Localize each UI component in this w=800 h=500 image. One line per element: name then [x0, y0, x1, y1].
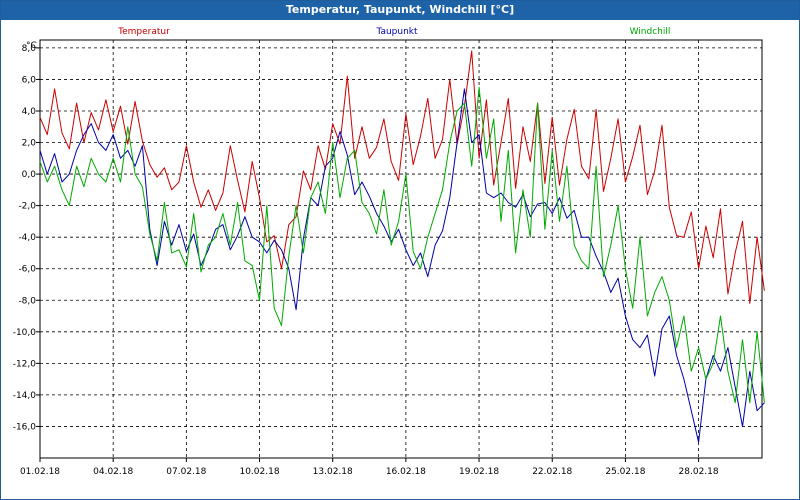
y-tick-label: -8,0 — [18, 296, 36, 306]
x-tick-label: 19.02.18 — [459, 467, 499, 477]
y-axis-ticks: 8,0 6,0 4,0 2,0 0,0 -2,0 -4,0 -6,0 -8,0 -10,0 -12,… — [13, 44, 40, 432]
y-tick-label: 8,0 — [22, 44, 37, 54]
x-tick-label: 07.02.18 — [166, 467, 206, 477]
x-tick-label: 28.02.18 — [679, 467, 719, 477]
y-tick-label: -16,0 — [13, 422, 37, 432]
x-tick-label: 16.02.18 — [386, 467, 426, 477]
series-line-taupunkt — [39, 88, 765, 443]
x-tick-label: 04.02.18 — [93, 467, 133, 477]
plot-area — [39, 39, 763, 459]
x-tick-label: 01.02.18 — [20, 467, 60, 477]
series-line-windchill — [39, 86, 765, 404]
legend-item-taupunkt: Taupunkt — [375, 27, 418, 37]
y-tick-label: -12,0 — [13, 359, 37, 369]
y-tick-label: 2,0 — [22, 139, 37, 149]
x-tick-label: 25.02.18 — [605, 467, 645, 477]
y-tick-label: 4,0 — [22, 107, 37, 117]
legend-item-temperatur: Temperatur — [117, 27, 170, 37]
y-tick-label: -2,0 — [18, 202, 36, 212]
y-tick-label: -6,0 — [18, 265, 36, 275]
x-axis-ticks: 01.02.18 04.02.18 07.02.18 10.02.18 13.02.18… — [20, 458, 719, 477]
x-tick-label: 22.02.18 — [532, 467, 572, 477]
x-tick-label: 10.02.18 — [239, 467, 279, 477]
title-bar: Temperatur, Taupunkt, Windchill [°C] — [1, 1, 799, 20]
legend: Temperatur Taupunkt Windchill — [117, 27, 670, 37]
series-lines — [39, 50, 765, 443]
series-line-temperatur — [39, 50, 765, 304]
legend-item-windchill: Windchill — [630, 27, 671, 37]
y-tick-label: -10,0 — [13, 328, 37, 338]
y-tick-label: 6,0 — [22, 75, 37, 85]
chart-title: Temperatur, Taupunkt, Windchill [°C] — [285, 3, 515, 16]
y-tick-label: 0,0 — [22, 170, 37, 180]
y-axis-unit: °C — [26, 41, 37, 51]
y-tick-label: -14,0 — [13, 391, 37, 401]
y-tick-label: -4,0 — [18, 233, 36, 243]
x-tick-label: 13.02.18 — [313, 467, 353, 477]
